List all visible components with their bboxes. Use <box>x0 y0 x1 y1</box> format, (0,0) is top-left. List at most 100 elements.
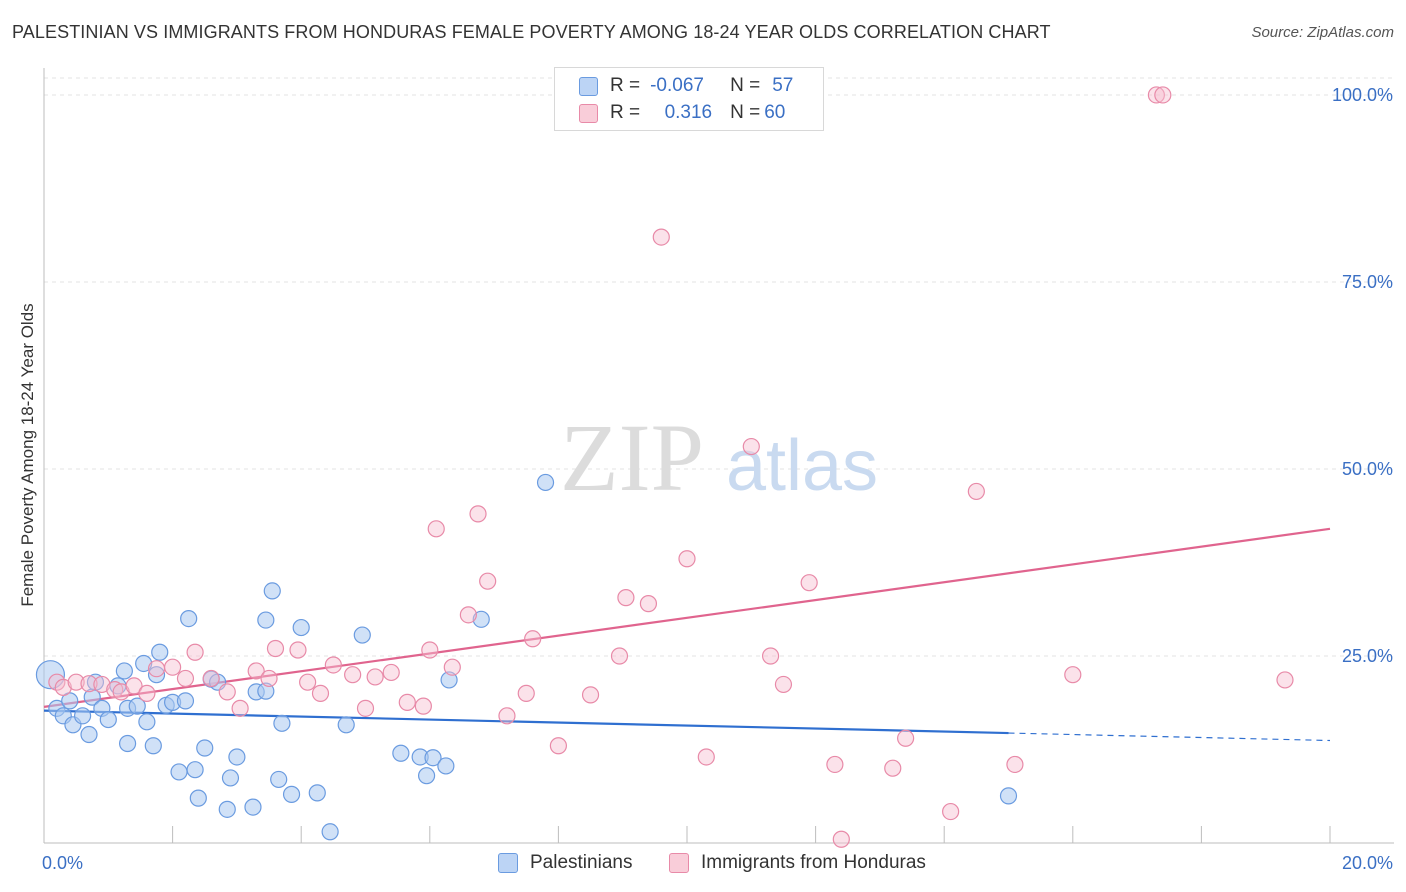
y-tick-label: 50.0% <box>1342 459 1393 479</box>
honduras-point <box>414 697 432 715</box>
honduras-point <box>398 693 416 711</box>
honduras-point <box>1276 671 1294 689</box>
honduras-point <box>774 675 793 694</box>
palestinians-point <box>196 739 214 757</box>
watermark: ZIP atlas <box>560 404 878 511</box>
palestinians-point <box>244 798 262 816</box>
y-tick-labels: 25.0% 50.0% 75.0% 100.0% <box>1332 85 1393 666</box>
honduras-point <box>1006 755 1024 774</box>
honduras-point <box>832 830 850 848</box>
n-value: 60 <box>764 102 786 123</box>
palestinians-point <box>128 697 146 715</box>
points <box>35 86 1294 848</box>
honduras-point <box>299 673 317 691</box>
palestinians-point <box>437 757 455 775</box>
honduras-point <box>697 748 715 766</box>
honduras-point <box>186 643 204 661</box>
honduras-point <box>138 684 156 702</box>
honduras-point <box>67 673 85 691</box>
honduras-swatch <box>579 103 598 123</box>
x-tick-label: 0.0% <box>42 853 83 873</box>
honduras-point <box>344 666 362 684</box>
palestinians-point <box>138 713 156 731</box>
honduras-point <box>231 699 249 717</box>
palestinians-point <box>337 716 355 734</box>
palestinians-point <box>308 784 326 802</box>
honduras-point <box>1147 86 1165 104</box>
palestinians-point <box>257 682 275 700</box>
gridlines <box>44 77 1394 657</box>
r-value: -0.067 <box>650 75 704 96</box>
honduras-point <box>218 683 236 701</box>
honduras-point <box>617 589 635 607</box>
honduras-point <box>427 520 445 538</box>
axes <box>43 68 1394 844</box>
palestinians-point <box>353 626 371 644</box>
honduras-point <box>967 482 985 501</box>
palestinians-point <box>221 769 240 787</box>
palestinians-point <box>99 710 117 729</box>
legend-label: Immigrants from Honduras <box>701 852 926 873</box>
stats-legend-row-honduras: R = 0.316 N = 60 <box>579 102 785 124</box>
honduras-point <box>524 630 542 648</box>
honduras-point <box>382 663 400 682</box>
honduras-point <box>517 684 535 702</box>
honduras-point <box>289 641 307 659</box>
stats-legend-row-palestinians: R = -0.067 N = 57 <box>579 75 793 97</box>
palestinians-point <box>282 785 301 803</box>
honduras-point <box>202 669 220 688</box>
x-tick-label: 20.0% <box>1342 853 1393 873</box>
honduras-point <box>884 759 902 777</box>
palestinians-point <box>440 671 458 689</box>
watermark-atlas: atlas <box>726 426 878 506</box>
palestinians-point <box>186 761 204 779</box>
honduras-point <box>443 658 461 676</box>
legend-item-palestinians: Palestinians <box>498 852 632 874</box>
palestinians-point <box>73 707 92 725</box>
palestinians-point <box>218 800 236 818</box>
palestinians-point <box>189 789 207 807</box>
r-label: R = <box>610 75 641 96</box>
palestinians-legend-swatch <box>498 853 518 873</box>
palestinians-point <box>472 610 490 628</box>
honduras-point <box>897 729 915 747</box>
honduras-point <box>93 675 111 694</box>
n-value: 57 <box>772 75 794 96</box>
y-tick-label: 100.0% <box>1332 85 1393 105</box>
honduras-point <box>311 684 330 702</box>
honduras-point <box>1064 666 1082 684</box>
honduras-point <box>479 572 497 590</box>
palestinians-point <box>144 737 162 755</box>
r-value: 0.316 <box>664 102 713 123</box>
honduras-point <box>366 668 384 686</box>
palestinians-point <box>257 611 275 629</box>
honduras-point <box>826 755 844 774</box>
honduras-point <box>800 574 818 592</box>
chart-title: PALESTINIAN VS IMMIGRANTS FROM HONDURAS … <box>12 22 1051 42</box>
x-tick-labels: 0.0% 20.0% <box>42 853 1393 873</box>
honduras-point <box>54 678 72 697</box>
chart-source: Source: ZipAtlas.com <box>1251 24 1394 41</box>
honduras-point <box>324 656 342 674</box>
palestinians-point <box>115 662 133 680</box>
honduras-point <box>164 658 182 676</box>
honduras-point <box>147 660 166 678</box>
palestinians-point <box>263 582 281 600</box>
honduras-point <box>678 550 696 568</box>
y-tick-label: 75.0% <box>1342 272 1393 292</box>
honduras-point <box>266 639 285 658</box>
honduras-point <box>176 669 195 688</box>
honduras-point <box>639 595 658 613</box>
palestinians-point <box>86 673 105 691</box>
honduras-point <box>498 707 516 725</box>
r-label: R = <box>610 102 641 123</box>
palestinians-point <box>135 654 153 673</box>
honduras-point <box>459 606 477 624</box>
palestinians-point <box>228 748 246 766</box>
honduras-point <box>106 681 124 699</box>
n-label: N = <box>730 102 761 123</box>
palestinians-point <box>392 744 410 762</box>
honduras-point <box>652 228 670 246</box>
honduras-point <box>125 677 143 695</box>
